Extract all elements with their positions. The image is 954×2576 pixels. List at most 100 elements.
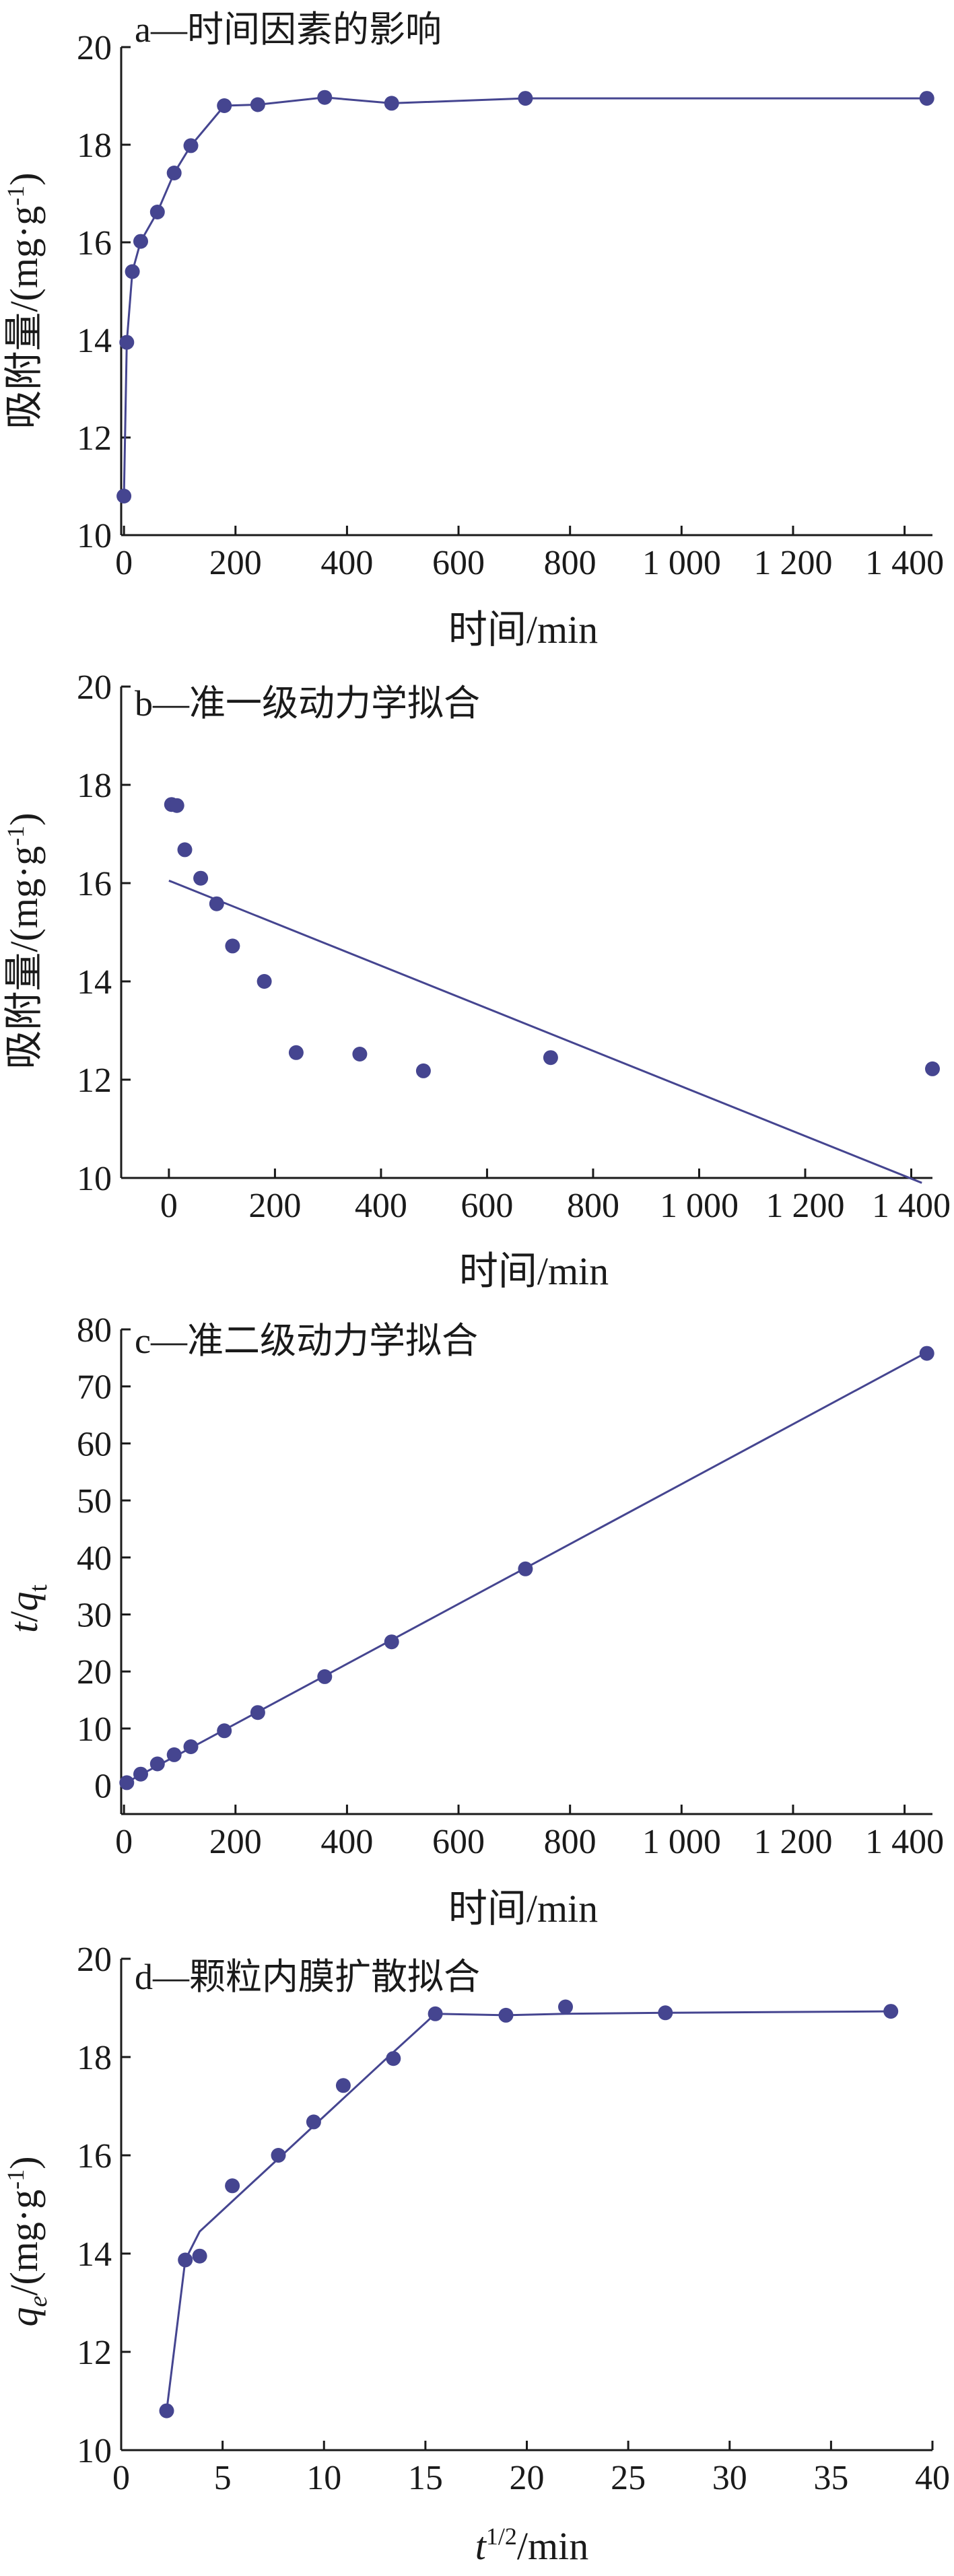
panel-a-x-tick-label: 400 [320, 544, 373, 582]
panel-c-y-tick-label: 0 [94, 1768, 112, 1806]
panel-c-y-axis-label-sub: t [24, 1585, 53, 1592]
panel-c-x-tick-label: 0 [115, 1823, 133, 1861]
panel-b-data-point [257, 974, 272, 989]
panel-d-x-tick-label: 15 [408, 2459, 443, 2497]
panel-d-y-axis-label-q: q [2, 2307, 46, 2327]
panel-c-data-point [384, 1634, 399, 1650]
panel-b-data-point [543, 1050, 558, 1066]
panel-b-title: b—准一级动力学拟合 [135, 683, 480, 724]
panel-b-y-axis-label: 吸附量/(mg·g-1) [2, 812, 46, 1069]
panel-c-x-tick-label: 600 [432, 1823, 485, 1861]
panel-a-x-tick-label: 1 400 [865, 544, 944, 582]
panel-d-data-point [192, 2248, 207, 2264]
panel-b-data-point [925, 1061, 940, 1076]
panel-b-y-tick-label: 18 [77, 767, 112, 805]
panel-a-y-axis-label: 吸附量/(mg·g-1) [2, 172, 46, 429]
panel-a-x-tick-label: 600 [432, 544, 485, 582]
panel-d-x-axis-label-sup: 1/2 [486, 2523, 517, 2550]
panel-a-data-point [119, 335, 135, 350]
panel-c-x-tick-label: 1 200 [753, 1823, 832, 1861]
panel-a-data-point [125, 264, 140, 279]
panel-b-plot: 0 200 400 600 800 1 000 1 200 1 400 10 12 14 16 18 20 [77, 668, 951, 1225]
panel-c-y-axis-label-q: q [2, 1592, 46, 1611]
panel-b-data-point [193, 870, 209, 886]
panel-d: d—颗粒内膜扩散拟合 qe/(mg·g-1) t1/2/min [2, 1957, 588, 2568]
panel-b-y-axis-label-sup: -1 [2, 826, 29, 846]
panel-a-data-point [149, 205, 165, 219]
panel-a-data-point [384, 96, 399, 111]
panel-a-y-axis-label-main: 吸附量/(mg·g [2, 206, 46, 429]
panel-d-data-point [498, 2007, 514, 2023]
panel-a-x-tick-label: 1 200 [753, 544, 832, 582]
panel-a-data-point [518, 91, 533, 106]
panel-c-plot: 0 200 400 600 800 1 000 1 200 1 400 0 10 20 30 40 50 6… [77, 1311, 944, 1861]
panel-d-x-axis-label-t: t [475, 2524, 487, 2568]
panel-d-x-tick-label: 40 [915, 2459, 950, 2497]
panel-c-data-point [919, 1346, 934, 1361]
panel-c-y-axis-label-t: t [2, 1621, 46, 1633]
panel-d-y-axis-label-sup: -1 [2, 2169, 29, 2190]
panel-d-y-axis-label-main: /(mg·g [2, 2190, 46, 2296]
panel-b-x-tick-label: 200 [248, 1187, 301, 1225]
panel-a-plot: 0 200 400 600 800 1 000 1 200 1 400 10 12 14 16 18 20 [77, 29, 944, 582]
panel-b-y-tick-label: 16 [77, 865, 112, 903]
panel-d-fit-line [166, 2010, 891, 2411]
panel-b-y-axis-label-main: 吸附量/(mg·g [2, 846, 46, 1070]
panel-c-data-point [119, 1775, 135, 1790]
panel-d-y-tick-label: 10 [77, 2432, 112, 2470]
panel-c-data-point [166, 1747, 182, 1762]
panel-c-y-tick-label: 60 [77, 1425, 112, 1463]
panel-d-y-axis-label: qe/(mg·g-1) [2, 2156, 53, 2326]
panel-a-y-axis-label-group: 吸附量/(mg·g-1) [2, 172, 46, 429]
panel-b-fit-line [168, 879, 922, 1184]
panel-c-data-point [250, 1705, 265, 1720]
panel-b-data-point [415, 1063, 431, 1078]
panel-d-y-tick-label: 20 [77, 1941, 112, 1979]
panel-b-x-tick-label: 600 [461, 1187, 513, 1225]
panel-b-x-tick-label: 800 [567, 1187, 619, 1225]
panel-b-data-point [288, 1045, 304, 1060]
panel-d-y-axis-label-end: ) [2, 2156, 46, 2169]
panel-d-data-point [883, 2004, 899, 2019]
panel-b-y-axis-label-group: 吸附量/(mg·g-1) [2, 812, 46, 1069]
panel-d-y-tick-label: 18 [77, 2039, 112, 2077]
panel-d-data-point [558, 1999, 573, 2015]
panel-d-data-point [225, 2178, 240, 2194]
panel-b-x-tick-label: 400 [355, 1187, 407, 1225]
panel-c-data-point [149, 1756, 165, 1772]
panel-d-title: d—颗粒内膜扩散拟合 [135, 1957, 480, 1997]
panel-c-y-tick-label: 20 [77, 1653, 112, 1692]
panel-c-y-tick-label: 30 [77, 1597, 112, 1635]
panel-c: c—准二级动力学拟合 t/qt 时间/min [2, 1321, 598, 1930]
panel-c-x-tick-label: 400 [320, 1823, 373, 1861]
panel-d-y-tick-label: 16 [77, 2137, 112, 2175]
panel-c-x-tick-label: 200 [209, 1823, 262, 1861]
panel-b-data-point [209, 896, 224, 911]
panel-b-x-axis-label: 时间/min [459, 1249, 609, 1293]
panel-c-data-point [133, 1766, 148, 1782]
panel-a-series-line [123, 96, 927, 497]
panel-d-x-tick-label: 10 [306, 2459, 341, 2497]
panel-c-data-point [183, 1739, 199, 1754]
panel-d-y-axis-label-group: qe/(mg·g-1) [2, 2156, 53, 2326]
panel-a-y-axis-label-end: ) [2, 172, 46, 185]
panel-a-y-tick-label: 16 [77, 224, 112, 263]
panel-b-y-tick-label: 14 [77, 963, 112, 1002]
panel-c-y-tick-label: 10 [77, 1710, 112, 1749]
panel-a-y-tick-label: 20 [77, 29, 112, 67]
panel-a-x-tick-label: 0 [115, 544, 133, 582]
panel-b-y-tick-label: 10 [77, 1160, 112, 1198]
panel-c-title: c—准二级动力学拟合 [135, 1321, 478, 1361]
panel-d-y-axis-label-sub: e [24, 2296, 53, 2307]
panel-d-data-point [178, 2252, 193, 2268]
panel-b: b—准一级动力学拟合 吸附量/(mg·g-1) 时间/min [2, 683, 609, 1293]
panel-b-x-tick-label: 0 [160, 1187, 178, 1225]
panel-d-x-tick-label: 25 [611, 2459, 646, 2497]
panel-d-data-point [335, 2078, 351, 2093]
panel-b-data-point [177, 842, 193, 858]
panel-c-y-tick-label: 80 [77, 1311, 112, 1350]
panel-c-data-point [317, 1669, 333, 1684]
panel-a-y-tick-label: 18 [77, 127, 112, 165]
panel-b-data-point [169, 798, 184, 813]
panel-b-x-tick-label: 1 200 [765, 1187, 844, 1225]
